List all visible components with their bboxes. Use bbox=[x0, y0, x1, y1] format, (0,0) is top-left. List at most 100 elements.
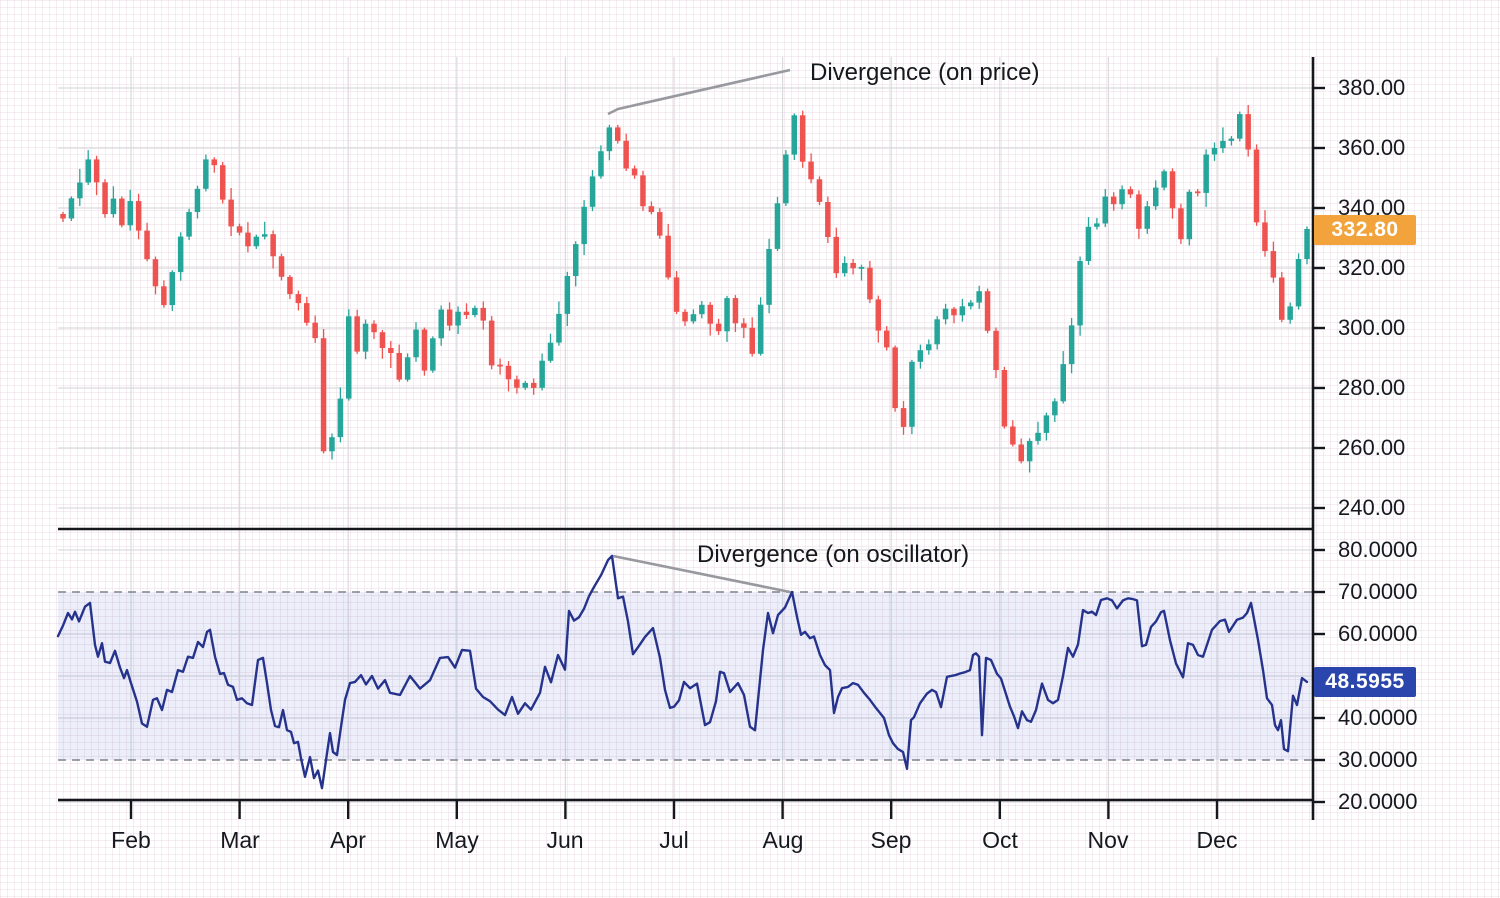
price-axis-label[interactable]: 380.00 bbox=[1338, 75, 1406, 100]
price-axis-label[interactable]: 360.00 bbox=[1338, 135, 1406, 160]
candle-body bbox=[295, 294, 302, 304]
month-label-feb[interactable]: Feb bbox=[111, 827, 151, 853]
candle-body bbox=[220, 165, 226, 200]
candle-body bbox=[320, 338, 327, 452]
month-label-nov[interactable]: Nov bbox=[1087, 827, 1129, 853]
candle-body bbox=[488, 320, 495, 366]
oscillator-axis-label[interactable]: 20.0000 bbox=[1338, 789, 1418, 814]
candle-body bbox=[1153, 187, 1159, 207]
candle-body bbox=[531, 382, 537, 388]
oscillator-axis-label[interactable]: 80.0000 bbox=[1338, 537, 1418, 562]
candle-body bbox=[783, 154, 789, 204]
candle-body bbox=[909, 361, 915, 427]
candle-body bbox=[648, 206, 655, 213]
candle-body bbox=[144, 230, 150, 260]
candle-body bbox=[1077, 261, 1083, 326]
candle-body bbox=[472, 307, 478, 315]
oscillator-axis-label[interactable]: 30.0000 bbox=[1338, 747, 1418, 772]
candle-body bbox=[152, 259, 159, 287]
month-label-apr[interactable]: Apr bbox=[330, 827, 366, 853]
candle-body bbox=[194, 188, 201, 212]
price-axis-label[interactable]: 240.00 bbox=[1338, 495, 1406, 520]
candle-body bbox=[959, 306, 966, 316]
candle-body bbox=[236, 226, 243, 233]
oscillator-axis-label[interactable]: 60.0000 bbox=[1338, 621, 1418, 646]
candle-body bbox=[1001, 370, 1008, 427]
candle-body bbox=[161, 286, 167, 306]
divergence-trendline[interactable] bbox=[607, 68, 791, 116]
candle-body bbox=[1228, 138, 1235, 141]
candle-body bbox=[1186, 191, 1193, 240]
oscillator-axis-label[interactable]: 70.0000 bbox=[1338, 579, 1418, 604]
candle-body bbox=[421, 329, 428, 371]
candle-body bbox=[934, 319, 940, 345]
candle-body bbox=[825, 202, 831, 237]
candle-body bbox=[1060, 364, 1066, 402]
candle-body bbox=[858, 267, 865, 269]
candle-body bbox=[699, 304, 705, 315]
price-axis-label[interactable]: 280.00 bbox=[1338, 375, 1406, 400]
candle-body bbox=[430, 338, 436, 371]
candle-body bbox=[211, 159, 217, 166]
candle-body bbox=[85, 159, 91, 183]
candle-body bbox=[135, 201, 142, 231]
candle-body bbox=[564, 276, 571, 314]
candle-body bbox=[1195, 191, 1201, 194]
candle-body bbox=[732, 298, 739, 324]
price-axis-label[interactable]: 300.00 bbox=[1338, 315, 1406, 340]
candle-body bbox=[1178, 208, 1184, 240]
candle-body bbox=[228, 199, 234, 227]
divergence-trendline[interactable] bbox=[612, 554, 791, 594]
candle-body bbox=[1211, 148, 1218, 155]
candle-body bbox=[816, 179, 823, 202]
candle-body bbox=[1161, 171, 1167, 188]
last-price-badge: 332.80 bbox=[1314, 215, 1416, 245]
month-label-mar[interactable]: Mar bbox=[220, 827, 260, 853]
candle-body bbox=[413, 329, 419, 358]
candle-body bbox=[1085, 226, 1092, 261]
candle-body bbox=[791, 115, 797, 155]
month-label-jul[interactable]: Jul bbox=[659, 827, 689, 853]
candle-body bbox=[589, 176, 596, 207]
candle-body bbox=[119, 198, 125, 226]
candle-body bbox=[362, 323, 369, 352]
candle-body bbox=[623, 140, 629, 169]
candle-body bbox=[1052, 401, 1058, 416]
candle-body bbox=[850, 263, 856, 269]
candle-body bbox=[808, 161, 814, 180]
candle-body bbox=[329, 437, 335, 452]
month-label-sep[interactable]: Sep bbox=[870, 827, 912, 853]
candle-body bbox=[497, 364, 503, 367]
oscillator-divergence-annotation: Divergence (on oscillator) bbox=[697, 541, 970, 568]
candle-body bbox=[900, 408, 907, 427]
price-axis-label[interactable]: 260.00 bbox=[1338, 435, 1406, 460]
month-label-may[interactable]: May bbox=[435, 827, 479, 853]
month-label-dec[interactable]: Dec bbox=[1196, 827, 1238, 853]
candle-body bbox=[615, 127, 621, 141]
candle-body bbox=[749, 327, 755, 354]
candle-body bbox=[1262, 222, 1268, 252]
candle-body bbox=[665, 235, 671, 278]
candle-body bbox=[177, 236, 184, 273]
candle-body bbox=[673, 277, 680, 312]
candle-body bbox=[396, 353, 402, 380]
candle-body bbox=[354, 316, 360, 352]
candle-body bbox=[404, 357, 411, 380]
candle-body bbox=[203, 159, 209, 189]
candle-body bbox=[379, 332, 386, 348]
candle-body bbox=[951, 308, 957, 316]
candle-body bbox=[102, 182, 108, 215]
month-label-aug[interactable]: Aug bbox=[762, 827, 804, 853]
candle-body bbox=[480, 307, 486, 321]
candle-body bbox=[968, 302, 974, 307]
candle-body bbox=[1110, 196, 1117, 205]
price-axis-label[interactable]: 320.00 bbox=[1338, 255, 1406, 280]
month-label-oct[interactable]: Oct bbox=[982, 827, 1018, 853]
oscillator-axis-label[interactable]: 40.0000 bbox=[1338, 705, 1418, 730]
candle-body bbox=[875, 299, 882, 331]
candle-body bbox=[842, 263, 848, 274]
month-label-jun[interactable]: Jun bbox=[546, 827, 584, 853]
oscillator-value-badge: 48.5955 bbox=[1314, 667, 1416, 697]
candle-body bbox=[774, 203, 781, 249]
